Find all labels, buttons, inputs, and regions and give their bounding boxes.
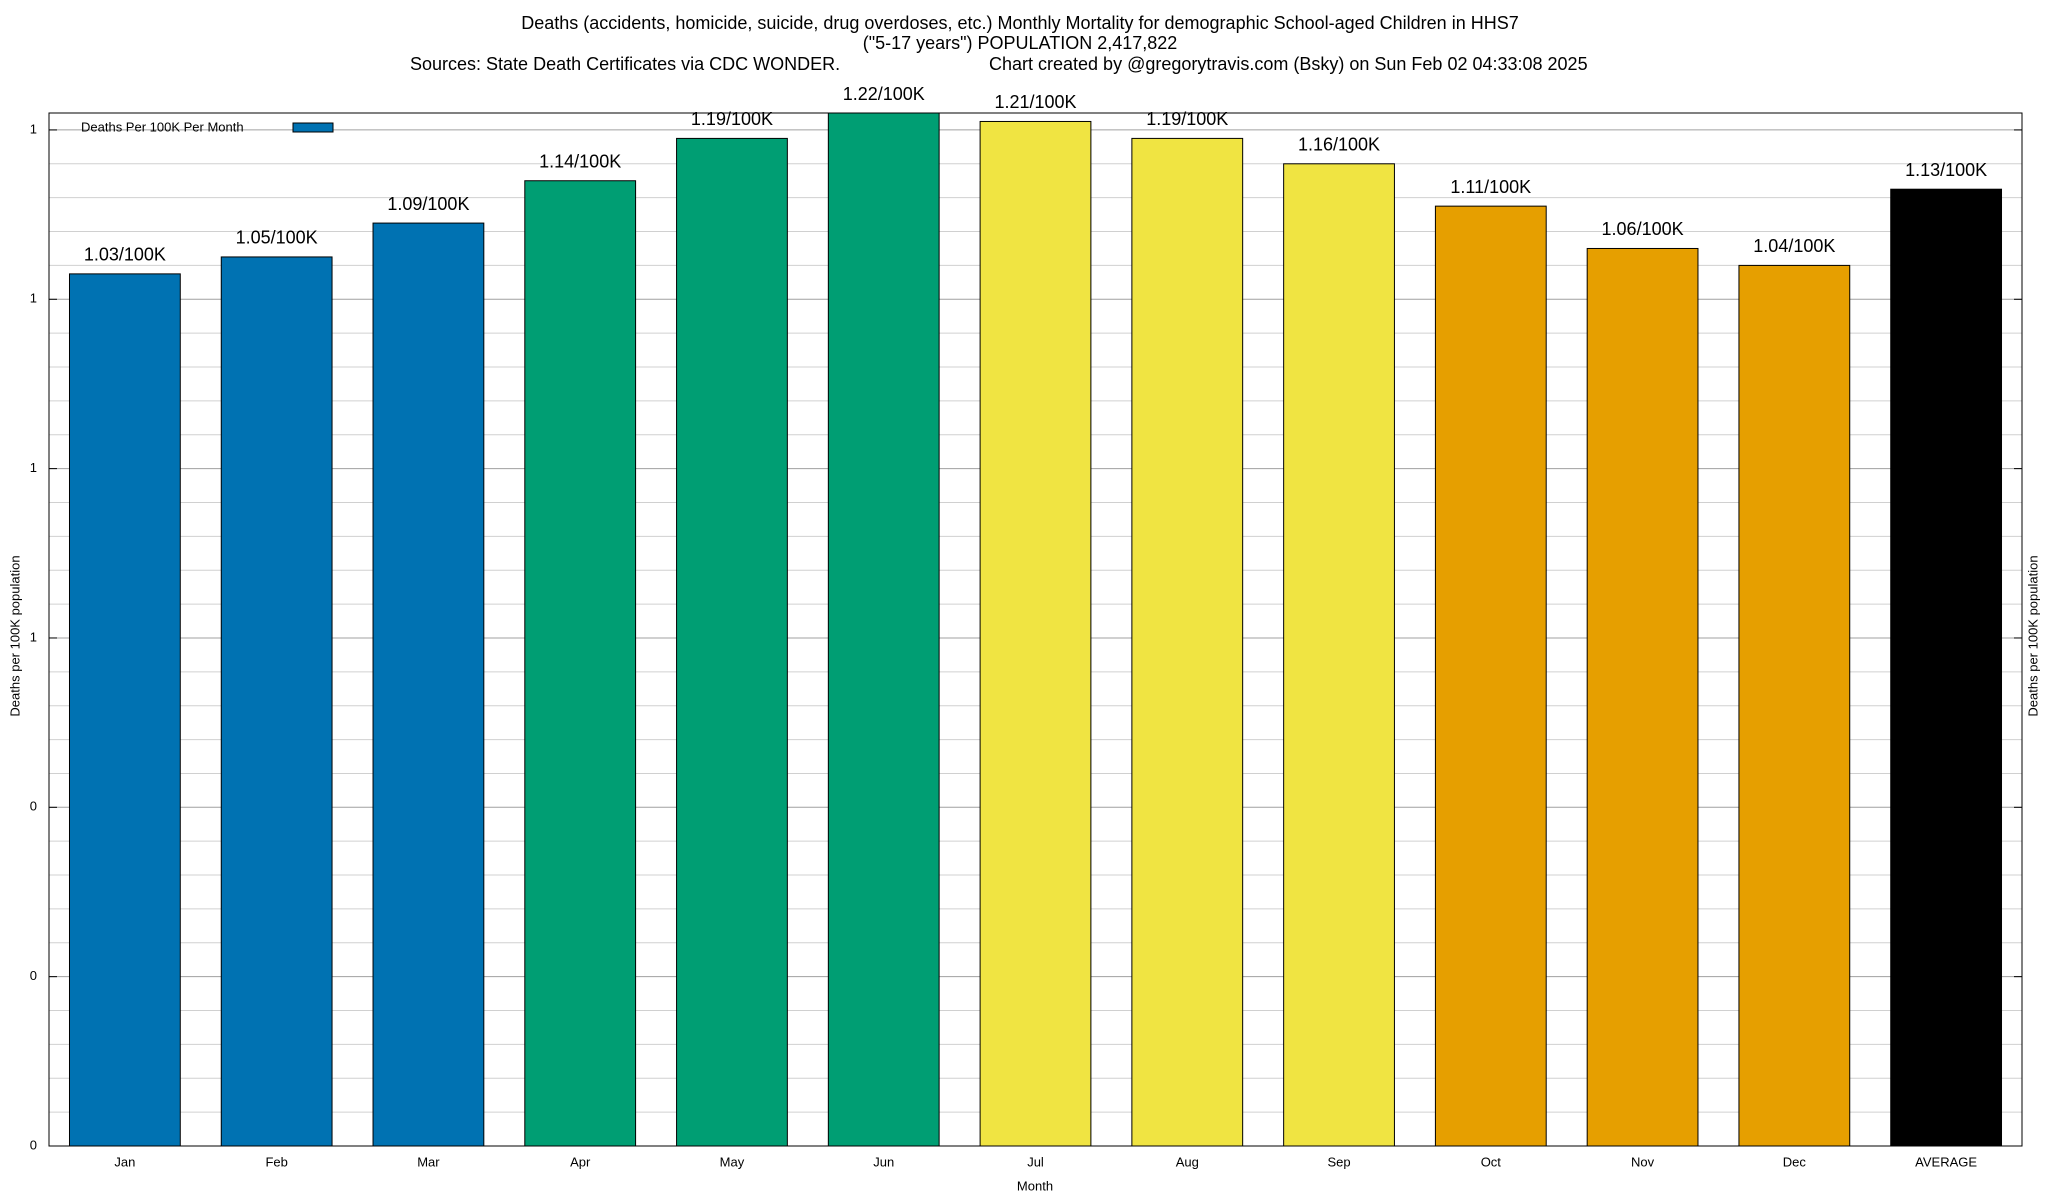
bar: [220, 256, 333, 1147]
x-tick-label: Jul: [1027, 1154, 1044, 1169]
value-label: 1.13/100K: [1905, 160, 1987, 180]
bar: [979, 120, 1092, 1147]
legend-swatch: [292, 122, 334, 133]
x-tick-label: Oct: [1481, 1154, 1502, 1169]
value-label: 1.19/100K: [691, 109, 773, 129]
bar: [372, 222, 485, 1147]
x-tick-label: Dec: [1783, 1154, 1807, 1169]
bar: [68, 273, 181, 1147]
value-label: 1.06/100K: [1602, 219, 1684, 239]
bar: [524, 180, 637, 1147]
bar: [1434, 205, 1547, 1147]
bar: [1131, 137, 1244, 1147]
y-tick-label: 0: [30, 799, 37, 814]
value-label: 1.11/100K: [1450, 177, 1531, 197]
value-label: 1.14/100K: [539, 151, 621, 171]
y-tick-label: 1: [30, 121, 37, 136]
x-tick-label: Apr: [570, 1154, 591, 1169]
value-label: 1.03/100K: [84, 245, 166, 265]
x-tick-label: Jun: [873, 1154, 894, 1169]
bar: [1738, 264, 1851, 1147]
value-label: 1.05/100K: [236, 228, 318, 248]
value-label: 1.16/100K: [1298, 135, 1380, 155]
x-tick-label: Mar: [417, 1154, 440, 1169]
x-tick-label: May: [720, 1154, 745, 1169]
y-tick-label: 1: [30, 291, 37, 306]
value-label: 1.21/100K: [994, 92, 1076, 112]
value-label: 1.22/100K: [843, 84, 925, 104]
y-axis-label: Deaths per 100K population: [7, 555, 22, 716]
y-tick-label: 1: [30, 460, 37, 475]
y-tick-label: 1: [30, 629, 37, 644]
y-tick-label: 0: [30, 1137, 37, 1152]
x-tick-label: Nov: [1631, 1154, 1655, 1169]
y2-axis-label: Deaths per 100K population: [2025, 555, 2040, 716]
y-tick-label: 0: [30, 968, 37, 983]
x-axis-label: Month: [1017, 1178, 1053, 1193]
bar: [1283, 163, 1395, 1147]
plot-border: [48, 112, 2023, 1147]
bar: [1890, 188, 2003, 1147]
x-tick-label: Aug: [1176, 1154, 1199, 1169]
legend-label: Deaths Per 100K Per Month: [81, 119, 244, 134]
bar: [1586, 247, 1699, 1147]
bar: [827, 112, 940, 1147]
value-label: 1.04/100K: [1753, 236, 1835, 256]
chart-subtitle: Sources: State Death Certificates via CD…: [410, 54, 840, 74]
value-label: 1.09/100K: [387, 194, 469, 214]
value-label: 1.19/100K: [1146, 109, 1228, 129]
chart-subtitle: ("5-17 years") POPULATION 2,417,822: [863, 33, 1178, 53]
x-tick-label: Feb: [265, 1154, 287, 1169]
x-tick-label: Jan: [114, 1154, 135, 1169]
x-tick-label: Sep: [1327, 1154, 1350, 1169]
x-tick-label: AVERAGE: [1915, 1154, 1977, 1169]
chart-subtitle: Chart created by @gregorytravis.com (Bsk…: [989, 54, 1588, 74]
bar: [676, 137, 788, 1147]
chart-title: Deaths (accidents, homicide, suicide, dr…: [521, 13, 1518, 33]
